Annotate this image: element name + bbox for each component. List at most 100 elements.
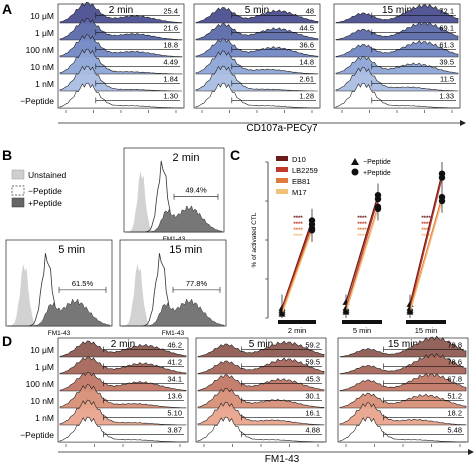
histogram-plus-peptide (126, 204, 223, 233)
series-line (345, 194, 379, 303)
significance-stars: **** (421, 222, 431, 228)
significance-stars: **** (293, 216, 303, 222)
significance-stars: **** (421, 216, 431, 222)
gate-percentage: 59.5 (305, 358, 320, 367)
series-line (409, 200, 443, 313)
gate-percentage: 3.87 (167, 426, 182, 435)
histogram (339, 352, 467, 375)
histogram (59, 416, 187, 443)
significance-stars: **** (293, 234, 303, 240)
gate-percentage: 44.5 (299, 24, 314, 33)
time-label: 15 min (382, 5, 412, 16)
legend-label-plus-peptide: +Peptide (363, 170, 391, 177)
gate-percentage: 14.8 (299, 58, 314, 67)
histogram (335, 40, 459, 58)
legend-swatch (276, 189, 288, 194)
x-tick-label: 2 min (288, 326, 306, 335)
condition-label: 10 nM (30, 62, 54, 72)
gate-percentage: 21.6 (163, 24, 178, 33)
time-bar (278, 320, 316, 324)
histogram-unstained (8, 264, 110, 326)
histogram-unstained (122, 264, 224, 326)
gate-percentage: 1.30 (163, 92, 178, 101)
condition-label: 10 μM (30, 11, 54, 21)
legend-label-minus-peptide: −Peptide (28, 186, 62, 196)
condition-label: −Peptide (20, 96, 54, 106)
histogram (195, 23, 319, 41)
histogram (59, 340, 187, 358)
gate-percentage: 4.88 (305, 426, 320, 435)
gate-percentage: 77.8% (186, 279, 208, 288)
panel-c: % of activated CTL D10 LB2259 EB81 M17 −Pepti… (251, 155, 446, 335)
panel-d-letter: D (2, 333, 12, 349)
time-label: 15 min (388, 339, 418, 350)
x-tick-label: 5 min (353, 326, 371, 335)
condition-label: 100 nM (26, 45, 54, 55)
condition-label: −Peptide (20, 430, 54, 440)
histogram (335, 56, 459, 75)
significance-stars: **** (357, 228, 367, 234)
time-label: 2 min (109, 5, 133, 16)
flow-plot-time: 15 min (169, 244, 202, 256)
legend-label-unstained: Unstained (28, 170, 67, 180)
gate-percentage: 30.1 (305, 392, 320, 401)
histogram (335, 66, 459, 92)
gate-percentage: 34.1 (167, 375, 182, 384)
histogram (335, 3, 459, 24)
gate-percentage: 72.1 (439, 7, 454, 16)
legend-swatch-unstained (11, 169, 25, 180)
histogram (335, 21, 459, 41)
legend-marker-circle (351, 168, 359, 176)
gate-percentage: 69.1 (439, 24, 454, 33)
legend-label: M17 (292, 188, 307, 197)
significance-stars: **** (421, 228, 431, 234)
histogram-unstained (126, 171, 222, 232)
panel-a-axis-label: CD107a-PECy7 (246, 123, 318, 134)
gate-percentage: 61.5% (72, 279, 94, 288)
legend-label: EB81 (292, 177, 310, 186)
gate-percentage: 18.8 (163, 41, 178, 50)
histogram (195, 7, 319, 24)
gate-percentage: 79.8 (447, 341, 462, 350)
histogram (59, 371, 187, 392)
flow-plot-axis-label: FM1-43 (163, 236, 186, 243)
legend-marker-triangle (351, 158, 359, 165)
histogram (195, 65, 318, 92)
panel-b: Unstained −Peptide +Peptide 2 min 49.4% FM1-4… (5, 147, 227, 337)
panel-a-letter: A (2, 1, 12, 17)
series-line (345, 208, 379, 313)
histogram (197, 357, 325, 375)
series-line (409, 173, 443, 305)
panel-a: 10 μM 1 μM 100 nM 10 nM 1 nM −Peptide 2 min 25.… (20, 1, 466, 126)
panel-d: 10 μM 1 μM 100 nM 10 nM 1 nM −Peptide 2 min 46.… (20, 335, 474, 455)
gate-percentage: 5.48 (447, 426, 462, 435)
histogram (59, 399, 187, 426)
flow-plot-time: 5 min (58, 244, 85, 256)
time-label: 5 min (249, 339, 273, 350)
significance-stars: **** (293, 228, 303, 234)
histogram (59, 82, 183, 109)
histogram (59, 48, 183, 75)
gate-percentage: 4.49 (163, 58, 178, 67)
flow-plot-axis-label: FM1-43 (48, 330, 71, 337)
condition-label: 1 μM (35, 362, 54, 372)
condition-label: 10 nM (30, 396, 54, 406)
gate-percentage: 13.6 (167, 392, 182, 401)
histogram (197, 401, 325, 426)
significance-stars: **** (357, 234, 367, 240)
panel-d-axis-label: FM1-43 (265, 454, 300, 465)
legend-label: D10 (292, 155, 306, 164)
condition-label: 1 μM (35, 28, 54, 38)
legend-label-plus-peptide: +Peptide (28, 198, 62, 208)
gate-percentage: 1.33 (439, 92, 454, 101)
axis-arrowhead (468, 449, 474, 455)
panel-c-letter: C (230, 147, 240, 163)
condition-label: 10 μM (30, 345, 54, 355)
legend-swatch (276, 167, 288, 172)
condition-label: 1 nM (35, 79, 54, 89)
gate-percentage: 49.4% (185, 186, 207, 195)
gate-percentage: 48 (306, 7, 314, 16)
time-label: 5 min (245, 5, 269, 16)
gate-percentage: 25.4 (163, 7, 178, 16)
